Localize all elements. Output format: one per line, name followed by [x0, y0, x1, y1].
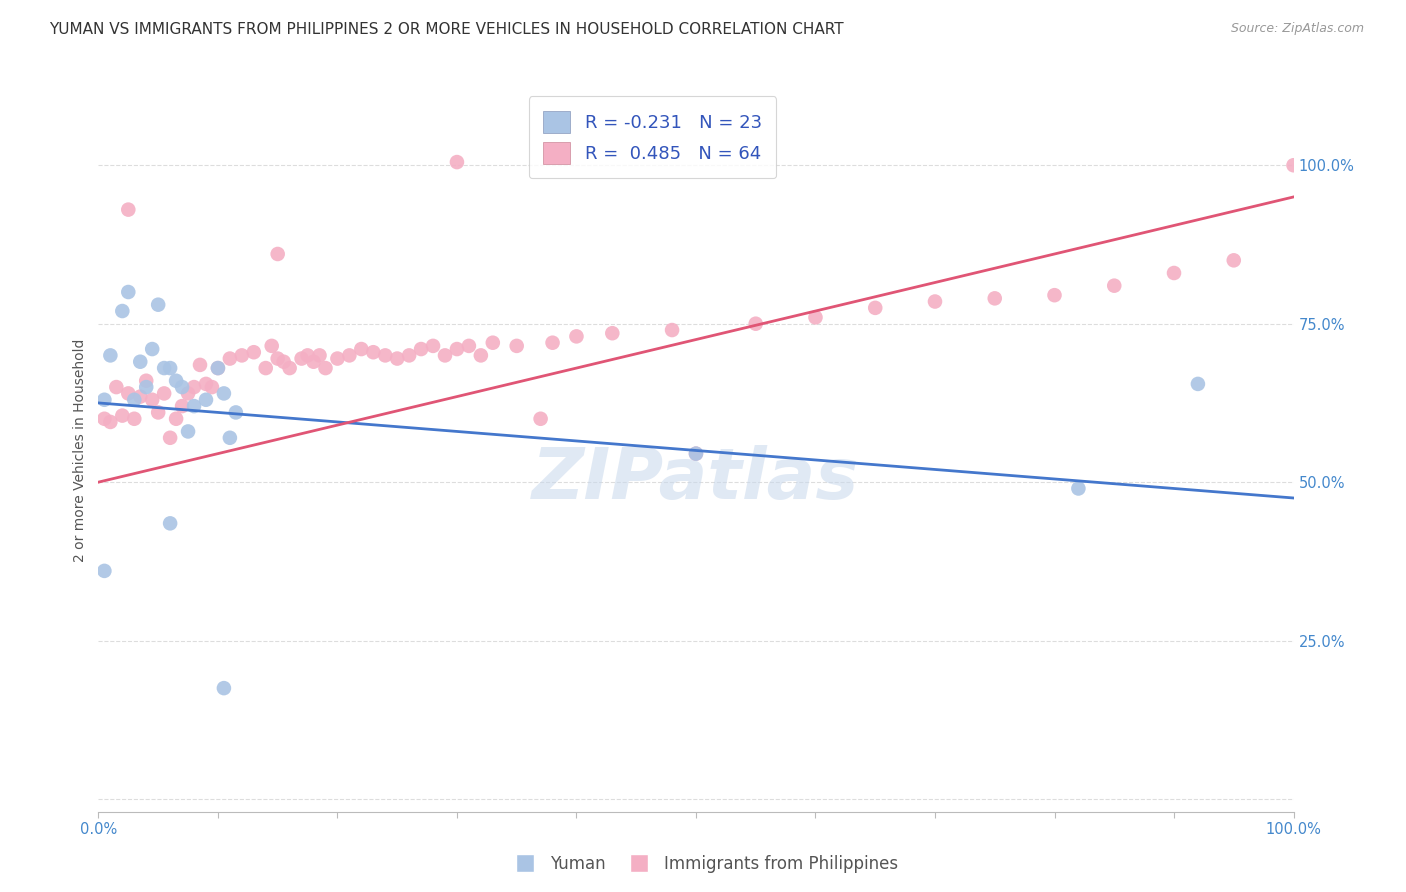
Point: [124, 411, 146, 425]
Point: [602, 326, 624, 341]
Text: ZIPatlas: ZIPatlas: [533, 445, 859, 514]
Point: [470, 348, 492, 362]
Point: [93, 564, 115, 578]
Point: [111, 304, 134, 318]
Y-axis label: 2 or more Vehicles in Household: 2 or more Vehicles in Household: [73, 339, 87, 562]
Point: [212, 681, 235, 695]
Point: [267, 351, 290, 366]
Point: [98, 415, 122, 429]
Point: [685, 447, 707, 461]
Point: [124, 392, 146, 407]
Point: [984, 291, 1007, 305]
Point: [148, 405, 170, 419]
Point: [231, 348, 253, 362]
Point: [153, 386, 176, 401]
Point: [207, 361, 229, 376]
Point: [183, 399, 205, 413]
Point: [865, 301, 887, 315]
Point: [177, 425, 200, 439]
Point: [93, 392, 115, 407]
Point: [1187, 376, 1209, 391]
Point: [1067, 482, 1090, 496]
Legend: Yuman, Immigrants from Philippines: Yuman, Immigrants from Philippines: [502, 848, 904, 880]
Point: [1163, 266, 1185, 280]
Point: [506, 339, 529, 353]
Point: [315, 361, 337, 376]
Point: [685, 447, 707, 461]
Point: [219, 431, 242, 445]
Point: [117, 202, 139, 217]
Point: [1282, 158, 1305, 172]
Point: [177, 386, 200, 401]
Point: [188, 358, 211, 372]
Point: [541, 335, 564, 350]
Legend: R = -0.231   N = 23, R =  0.485   N = 64: R = -0.231 N = 23, R = 0.485 N = 64: [529, 96, 776, 178]
Point: [446, 155, 468, 169]
Point: [243, 345, 266, 359]
Point: [278, 361, 301, 376]
Point: [225, 405, 247, 419]
Point: [924, 294, 946, 309]
Point: [458, 339, 481, 353]
Point: [565, 329, 588, 343]
Point: [326, 351, 349, 366]
Point: [201, 380, 224, 394]
Point: [129, 390, 152, 404]
Point: [385, 351, 409, 366]
Point: [363, 345, 385, 359]
Point: [267, 247, 290, 261]
Point: [302, 355, 325, 369]
Point: [117, 285, 139, 299]
Point: [165, 374, 187, 388]
Point: [117, 386, 139, 401]
Point: [212, 386, 235, 401]
Point: [260, 339, 283, 353]
Point: [195, 376, 218, 391]
Point: [135, 374, 157, 388]
Point: [141, 392, 163, 407]
Point: [219, 351, 242, 366]
Point: [446, 342, 468, 356]
Point: [135, 380, 157, 394]
Point: [93, 411, 115, 425]
Point: [1104, 278, 1126, 293]
Point: [350, 342, 373, 356]
Point: [111, 409, 134, 423]
Point: [297, 348, 319, 362]
Point: [254, 361, 277, 376]
Point: [153, 361, 176, 376]
Point: [530, 411, 553, 425]
Point: [804, 310, 827, 325]
Point: [434, 348, 457, 362]
Point: [339, 348, 361, 362]
Point: [411, 342, 433, 356]
Point: [159, 431, 181, 445]
Point: [745, 317, 768, 331]
Point: [195, 392, 218, 407]
Point: [141, 342, 163, 356]
Point: [98, 348, 122, 362]
Point: [273, 355, 295, 369]
Point: [374, 348, 396, 362]
Point: [308, 348, 330, 362]
Point: [291, 351, 314, 366]
Point: [105, 380, 128, 394]
Point: [172, 399, 194, 413]
Text: Source: ZipAtlas.com: Source: ZipAtlas.com: [1230, 22, 1364, 36]
Point: [172, 380, 194, 394]
Point: [165, 411, 187, 425]
Point: [148, 298, 170, 312]
Point: [183, 380, 205, 394]
Point: [159, 516, 181, 531]
Point: [129, 355, 152, 369]
Point: [481, 335, 505, 350]
Point: [1043, 288, 1066, 302]
Point: [207, 361, 229, 376]
Text: YUMAN VS IMMIGRANTS FROM PHILIPPINES 2 OR MORE VEHICLES IN HOUSEHOLD CORRELATION: YUMAN VS IMMIGRANTS FROM PHILIPPINES 2 O…: [49, 22, 844, 37]
Point: [422, 339, 444, 353]
Point: [398, 348, 420, 362]
Point: [661, 323, 683, 337]
Point: [159, 361, 181, 376]
Point: [1223, 253, 1246, 268]
